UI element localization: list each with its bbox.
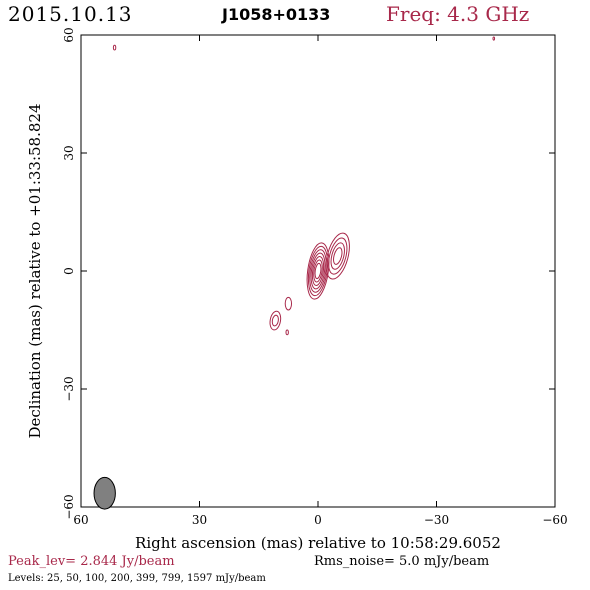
component-knot-sw-2	[269, 310, 282, 331]
contours	[112, 36, 496, 336]
contour-level	[314, 262, 322, 280]
beam-ellipse	[93, 476, 116, 510]
beam	[93, 476, 116, 510]
x-tick-label: −60	[542, 513, 567, 527]
x-tick-label: 0	[314, 513, 322, 527]
component-spot-1	[285, 329, 289, 336]
contour-level	[271, 314, 279, 327]
component-knot-sw-1	[284, 296, 293, 311]
plot-frame	[80, 34, 556, 508]
contour-level	[269, 310, 282, 331]
component-spot-2	[112, 44, 117, 51]
contour-level	[313, 259, 323, 283]
observation-date: 2015.10.13	[8, 2, 133, 26]
y-axis-title: Declination (mas) relative to +01:33:58.…	[26, 103, 44, 438]
contour-level	[492, 36, 496, 41]
component-jet-ne	[325, 232, 350, 280]
y-tick-label: −60	[62, 494, 76, 519]
y-tick-label: 60	[62, 27, 76, 42]
contour-level	[285, 329, 289, 336]
component-spot-3	[492, 36, 496, 41]
contour-level	[284, 296, 293, 311]
component-core	[306, 242, 330, 300]
contour-level	[333, 247, 343, 265]
contour-level	[309, 249, 327, 293]
contour-level	[310, 252, 326, 290]
y-tick-label: 30	[62, 145, 76, 160]
peak-level: Peak_lev= 2.844 Jy/beam	[8, 554, 175, 569]
source-name: J1058+0133	[222, 5, 331, 24]
contour-level	[325, 232, 350, 280]
x-tick-label: −30	[424, 513, 449, 527]
contour-level	[330, 242, 345, 270]
x-axis-title: Right ascension (mas) relative to 10:58:…	[135, 534, 501, 552]
x-tick-label: 30	[192, 513, 207, 527]
y-tick-label: 0	[62, 267, 76, 275]
contour-level	[306, 242, 330, 300]
x-tick-label: 60	[73, 513, 88, 527]
rms-noise: Rms_noise= 5.0 mJy/beam	[314, 554, 490, 569]
y-tick-label: −30	[62, 376, 76, 401]
axis-ticks	[80, 34, 556, 508]
contour-level	[328, 237, 348, 275]
contour-level	[311, 256, 325, 286]
contour-level	[112, 44, 117, 51]
frequency-label: Freq: 4.3 GHz	[386, 2, 530, 26]
contour-levels: Levels: 25, 50, 100, 200, 399, 799, 1597…	[8, 573, 266, 584]
